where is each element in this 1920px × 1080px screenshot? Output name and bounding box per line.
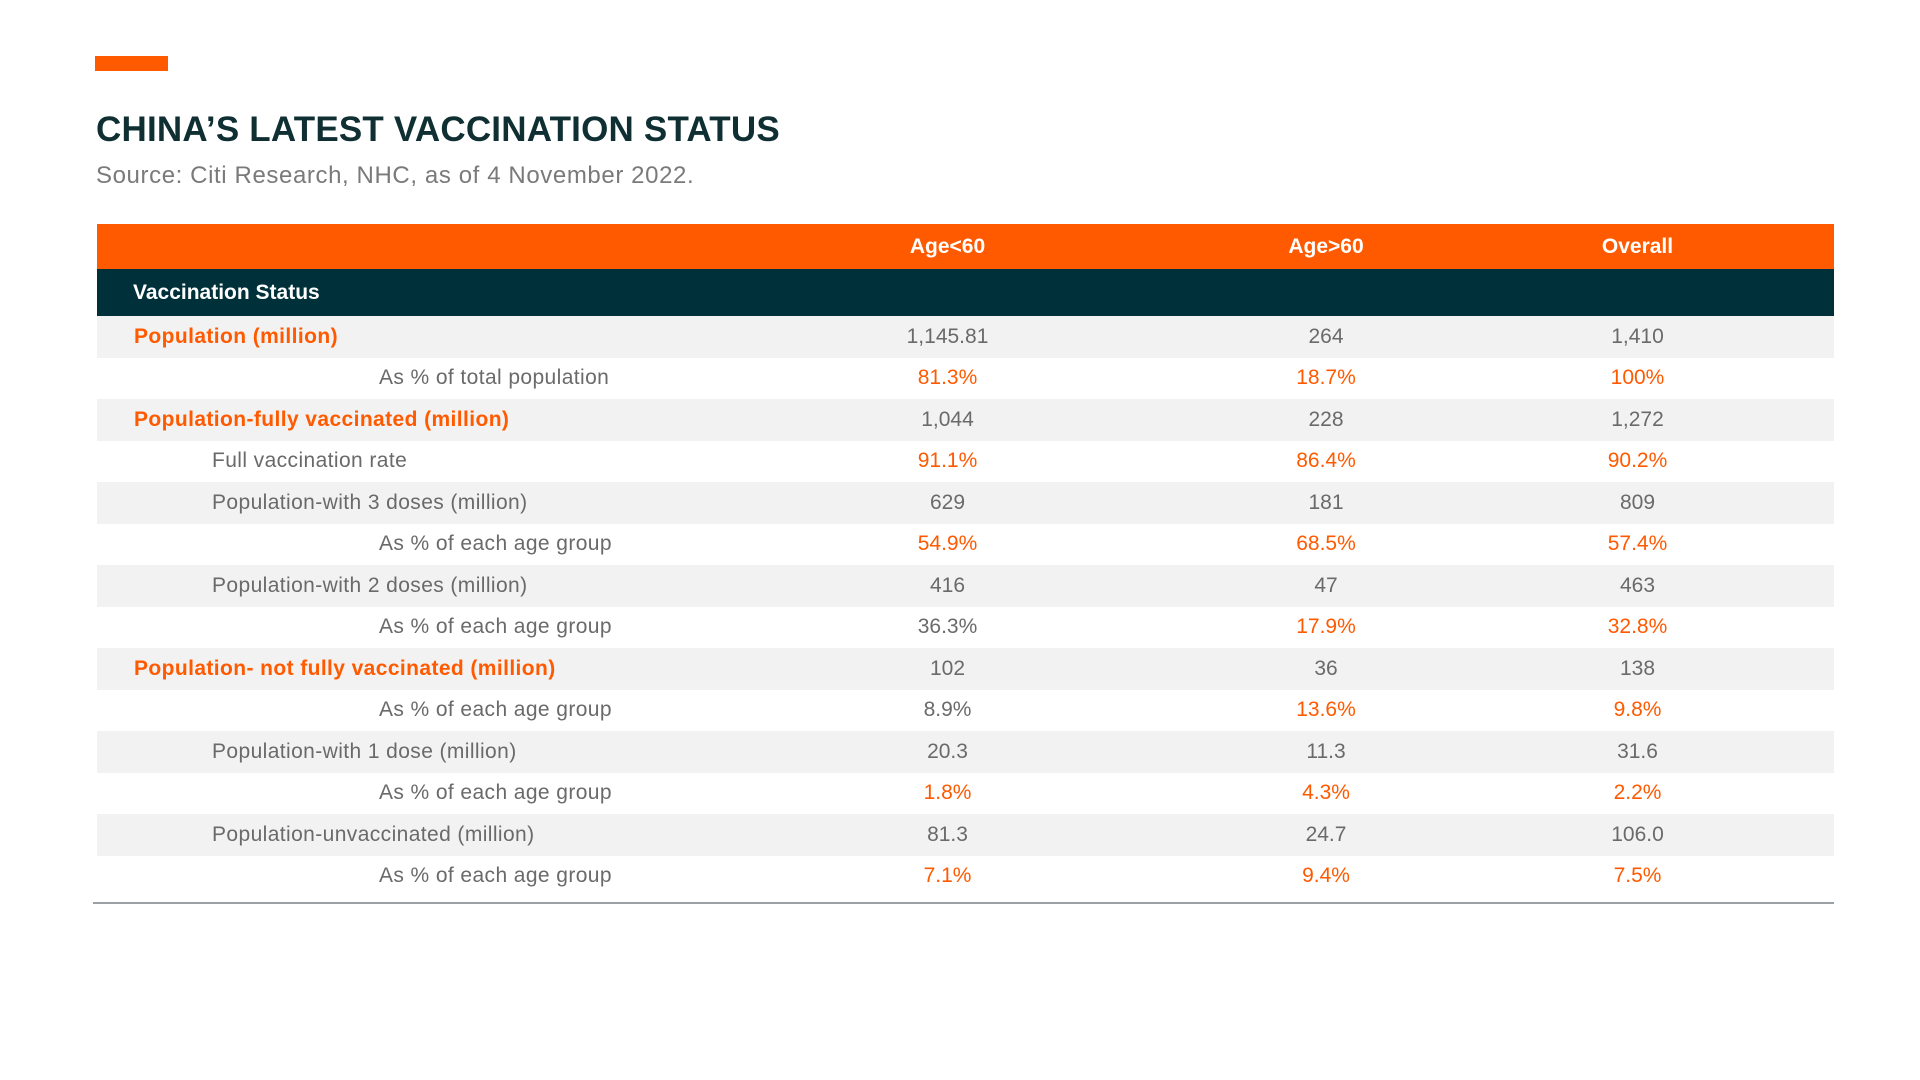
table-row: Population-fully vaccinated (million) 1,0…	[97, 399, 1834, 441]
page-title: CHINA’S LATEST VACCINATION STATUS	[96, 110, 780, 149]
cell-age-under-60: 54.9%	[917, 532, 978, 556]
cell-age-over-60: 24.7	[1305, 822, 1347, 846]
cell-age-over-60: 4.3%	[1302, 781, 1350, 805]
cell-age-under-60: 1.8%	[923, 781, 972, 805]
row-label: As % of each age group	[379, 781, 612, 805]
table-bottom-rule	[93, 902, 1834, 904]
accent-bar	[95, 56, 168, 71]
cell-overall: 1,272	[1611, 407, 1664, 431]
row-label: Population-fully vaccinated (million)	[134, 407, 510, 431]
cell-age-over-60: 9.4%	[1302, 864, 1350, 888]
cell-age-over-60: 18.7%	[1296, 366, 1356, 390]
table-row: Population-unvaccinated (million) 81.3 24.…	[97, 814, 1834, 856]
table-row: As % of total population 81.3% 18.7% 100%	[97, 357, 1834, 399]
table-row: Full vaccination rate 91.1% 86.4% 90.2%	[97, 440, 1834, 482]
cell-age-over-60: 47	[1314, 573, 1338, 597]
row-label: As % of each age group	[379, 698, 612, 722]
cell-age-over-60: 36	[1314, 656, 1338, 680]
cell-age-over-60: 181	[1308, 490, 1344, 514]
cell-overall: 138	[1619, 656, 1656, 680]
row-label: Population (million)	[134, 324, 338, 348]
cell-overall: 463	[1619, 573, 1656, 597]
cell-overall: 106.0	[1611, 822, 1664, 846]
cell-overall: 7.5%	[1613, 864, 1662, 888]
cell-age-under-60: 7.1%	[923, 864, 972, 888]
table-row: As % of each age group 8.9% 13.6% 9.8%	[97, 689, 1834, 731]
table-row: Population-with 2 doses (million) 416 47 46…	[97, 565, 1834, 607]
cell-age-over-60: 264	[1308, 324, 1344, 348]
table-row: Population-with 1 dose (million) 20.3 11.3…	[97, 731, 1834, 773]
cell-overall: 57.4%	[1607, 532, 1668, 556]
cell-age-under-60: 8.9%	[923, 698, 972, 722]
cell-age-under-60: 1,044	[921, 407, 974, 431]
table-row: Population (million) 1,145.81 264 1,410	[97, 316, 1834, 358]
cell-age-over-60: 11.3	[1306, 739, 1346, 763]
row-label: Full vaccination rate	[212, 449, 408, 473]
table-row: Population- not fully vaccinated (millio…	[97, 648, 1834, 690]
column-header-row: Age<60 Age>60 Overall	[97, 224, 1834, 269]
row-label: As % of each age group	[379, 864, 612, 888]
cell-overall: 100%	[1610, 366, 1665, 390]
column-header-overall: Overall	[1601, 234, 1674, 258]
cell-age-under-60: 20.3	[927, 739, 968, 763]
cell-age-under-60: 102	[929, 656, 966, 680]
cell-age-under-60: 81.3	[927, 822, 968, 846]
row-label: As % of each age group	[379, 532, 612, 556]
row-label: Population-with 1 dose (million)	[212, 739, 517, 763]
cell-age-over-60: 68.5%	[1296, 532, 1356, 556]
cell-age-over-60: 228	[1308, 407, 1344, 431]
cell-overall: 90.2%	[1607, 449, 1668, 473]
row-label: Population-with 3 doses (million)	[212, 490, 528, 514]
table-row: As % of each age group 7.1% 9.4% 7.5%	[97, 855, 1834, 897]
vaccination-table: Age<60 Age>60 Overall Vaccination Status…	[97, 224, 1834, 897]
column-header-age-under-60: Age<60	[909, 234, 986, 258]
cell-overall: 32.8%	[1607, 615, 1668, 639]
section-header-vaccination-status: Vaccination Status	[133, 280, 320, 304]
row-label: As % of total population	[379, 366, 610, 390]
cell-age-under-60: 416	[929, 573, 966, 597]
cell-age-under-60: 1,145.81	[906, 324, 989, 348]
cell-age-over-60: 17.9%	[1296, 615, 1356, 639]
cell-age-under-60: 36.3%	[917, 615, 978, 639]
table-row: Population-with 3 doses (million) 629 181 8…	[97, 482, 1834, 524]
cell-overall: 31.6	[1617, 739, 1658, 763]
cell-age-over-60: 13.6%	[1296, 698, 1356, 722]
cell-overall: 2.2%	[1613, 781, 1662, 805]
row-label: As % of each age group	[379, 615, 612, 639]
table-row: As % of each age group 54.9% 68.5% 57.4%	[97, 523, 1834, 565]
vaccination-table-wrapper: Age<60 Age>60 Overall Vaccination Status…	[97, 224, 1834, 897]
cell-overall: 1,410	[1611, 324, 1664, 348]
cell-age-under-60: 91.1%	[917, 449, 978, 473]
column-header-label	[97, 224, 666, 269]
table-row: As % of each age group 1.8% 4.3% 2.2%	[97, 772, 1834, 814]
cell-age-over-60: 86.4%	[1296, 449, 1356, 473]
source-note: Source: Citi Research, NHC, as of 4 Nove…	[96, 162, 695, 189]
cell-overall: 9.8%	[1613, 698, 1662, 722]
cell-overall: 809	[1619, 490, 1656, 514]
cell-age-under-60: 81.3%	[917, 366, 978, 390]
row-label: Population-unvaccinated (million)	[212, 822, 535, 846]
column-header-age-over-60: Age>60	[1288, 234, 1364, 258]
section-header-row: Vaccination Status	[97, 269, 1834, 316]
row-label: Population- not fully vaccinated (millio…	[134, 656, 556, 680]
table-body: Population (million) 1,145.81 264 1,410 As %…	[97, 316, 1834, 897]
cell-age-under-60: 629	[929, 490, 966, 514]
row-label: Population-with 2 doses (million)	[212, 573, 528, 597]
table-row: As % of each age group 36.3% 17.9% 32.8%	[97, 606, 1834, 648]
